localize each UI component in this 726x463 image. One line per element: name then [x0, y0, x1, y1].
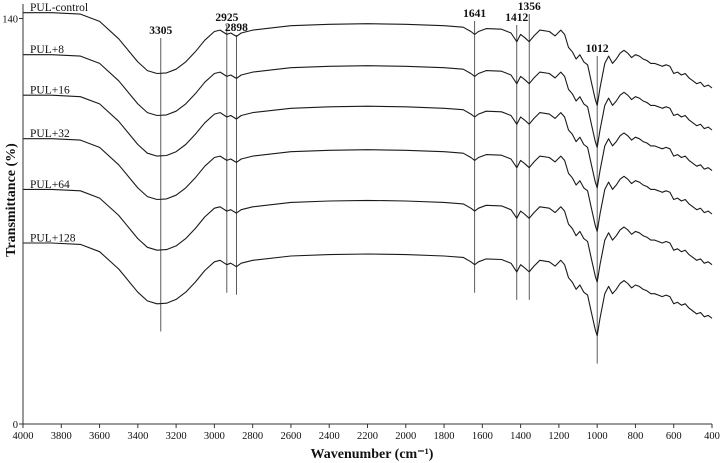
x-tick-label: 1400	[510, 431, 531, 442]
axes	[22, 4, 712, 425]
series-label-2: PUL+16	[30, 85, 70, 97]
series-label-1: PUL+8	[30, 44, 64, 56]
series-label-0: PUL-control	[30, 2, 88, 14]
peak-label-6: 1012	[586, 43, 609, 55]
x-tick-label: 1000	[587, 431, 608, 442]
x-tick-label: 800	[628, 431, 644, 442]
x-tick-label: 2800	[242, 431, 263, 442]
x-tick-label: 400	[704, 431, 720, 442]
series-label-3: PUL+32	[30, 128, 70, 140]
x-tick-label: 4000	[13, 431, 34, 442]
y-axis-title: Transmittance (%)	[4, 143, 19, 257]
x-tick-label: 2200	[357, 431, 378, 442]
x-tick-label: 2600	[280, 431, 301, 442]
series-line-5	[23, 242, 713, 337]
x-tick-label: 2000	[395, 431, 416, 442]
x-axis-title: Wavenumber (cm⁻¹)	[311, 447, 434, 462]
y-tick-label: 140	[2, 14, 18, 25]
x-tick-labels: 4000 3800 3600 3400 3200 3000 2800 2600 2400 2200…	[13, 424, 720, 442]
peak-label-1: 2925	[215, 12, 238, 24]
x-tick-label: 2400	[319, 431, 340, 442]
series-lines	[23, 12, 713, 337]
x-tick-label: 1600	[472, 431, 493, 442]
series-line-4	[23, 188, 713, 283]
peak-label-2: 2898	[225, 22, 248, 34]
series-label-4: PUL+64	[30, 179, 70, 191]
x-tick-label: 1800	[434, 431, 455, 442]
series-line-3	[23, 138, 713, 232]
y-tick-labels: 0 140	[2, 14, 23, 431]
x-tick-label: 3600	[89, 431, 110, 442]
series-line-1	[23, 54, 713, 148]
peak-label-3: 1641	[463, 8, 486, 20]
series-label-5: PUL+128	[30, 232, 76, 244]
x-tick-label: 600	[666, 431, 682, 442]
series-labels: PUL-control PUL+8 PUL+16 PUL+32 PUL+64 PUL+12…	[30, 2, 88, 244]
y-tick-label: 0	[13, 420, 18, 431]
x-tick-label: 3000	[204, 431, 225, 442]
x-tick-label: 1200	[548, 431, 569, 442]
peak-label-0: 3305	[149, 25, 172, 37]
peak-label-5: 1356	[518, 1, 541, 13]
x-tick-label: 3200	[166, 431, 187, 442]
x-tick-label: 3800	[51, 431, 72, 442]
series-line-2	[23, 94, 713, 189]
series-line-0	[23, 12, 713, 106]
peak-label-4: 1412	[505, 12, 528, 24]
x-tick-label: 3400	[127, 431, 148, 442]
